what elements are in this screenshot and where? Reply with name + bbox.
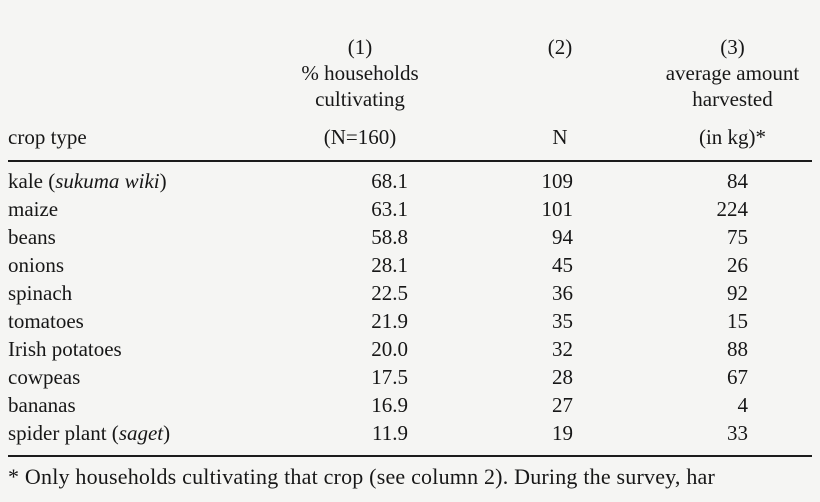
table-row: tomatoes 21.9 35 15 <box>8 307 812 335</box>
table-body: kale (sukuma wiki) 68.1 109 84 maize 63.… <box>8 161 812 457</box>
cell-pct-households: 68.1 <box>371 169 408 193</box>
cell-n: 35 <box>552 309 573 333</box>
cell-pct-households: 16.9 <box>371 393 408 417</box>
cell-n: 36 <box>552 281 573 305</box>
cell-avg-kg: 92 <box>727 281 748 305</box>
column-header-avg-harvested: (3) average amount harvested (in kg)* <box>653 0 812 162</box>
cell-avg-kg: 75 <box>727 225 748 249</box>
table-row: bananas 16.9 27 4 <box>8 391 812 419</box>
cell-n: 45 <box>552 253 573 277</box>
cell-pct-households: 20.0 <box>371 337 408 361</box>
column-header-pct-households: (1) % households cultivating (N=160) <box>253 0 467 162</box>
cell-avg-kg: 15 <box>727 309 748 333</box>
cell-crop-name: kale (sukuma wiki) <box>8 169 167 193</box>
cell-n: 101 <box>541 197 574 221</box>
cell-n: 109 <box>541 169 574 193</box>
cell-crop-name: Irish potatoes <box>8 337 122 361</box>
cell-pct-households: 11.9 <box>253 419 467 457</box>
cell-crop-name: beans <box>8 225 56 249</box>
table-row: maize 63.1 101 224 <box>8 195 812 223</box>
cell-crop-name: spinach <box>8 281 73 305</box>
table-row: beans 58.8 94 75 <box>8 223 812 251</box>
header-col3-number: (3) <box>720 35 745 59</box>
cell-avg-kg: 224 <box>716 197 749 221</box>
header-row: crop type (1) % households cultivating (… <box>8 0 812 162</box>
cell-avg-kg: 67 <box>727 365 748 389</box>
table-row: kale (sukuma wiki) 68.1 109 84 <box>8 161 812 195</box>
cell-n: 32 <box>552 337 573 361</box>
cell-avg-kg: 33 <box>653 419 812 457</box>
cell-crop-name: bananas <box>8 393 76 417</box>
cell-pct-households: 22.5 <box>371 281 408 305</box>
cell-avg-kg: 84 <box>727 169 748 193</box>
table-row: spinach 22.5 36 92 <box>8 279 812 307</box>
header-col2-number: (2) <box>547 35 573 59</box>
cell-pct-households: 63.1 <box>371 197 408 221</box>
cell-avg-kg: 4 <box>737 393 749 417</box>
table-row: onions 28.1 45 26 <box>8 251 812 279</box>
cell-pct-households: 17.5 <box>371 365 408 389</box>
cell-pct-households: 28.1 <box>371 253 408 277</box>
column-header-n: (2) N <box>467 0 653 162</box>
header-col1-number: (1) <box>347 35 373 59</box>
cell-n: 19 <box>467 419 653 457</box>
cell-n: 27 <box>552 393 573 417</box>
cell-avg-kg: 88 <box>727 337 748 361</box>
table-row: Irish potatoes 20.0 32 88 <box>8 335 812 363</box>
cell-crop-name: spider plant (saget) <box>8 419 253 457</box>
table-row: cowpeas 17.5 28 67 <box>8 363 812 391</box>
crops-table: crop type (1) % households cultivating (… <box>8 0 812 457</box>
cell-crop-name: maize <box>8 197 59 221</box>
table-header: crop type (1) % households cultivating (… <box>8 0 812 162</box>
table-footnote: * Only households cultivating that crop … <box>8 464 716 489</box>
cell-n: 94 <box>552 225 573 249</box>
cell-avg-kg: 26 <box>727 253 748 277</box>
column-header-crop-type: crop type <box>8 0 253 162</box>
header-crop-type-label: crop type <box>8 125 87 149</box>
table-row: spider plant (saget) 11.9 19 33 <box>8 419 812 457</box>
cell-pct-households: 21.9 <box>371 309 408 333</box>
cell-crop-name: onions <box>8 253 65 277</box>
cell-crop-name: tomatoes <box>8 309 84 333</box>
cell-crop-name: cowpeas <box>8 365 81 389</box>
cell-n: 28 <box>552 365 573 389</box>
cell-pct-households: 58.8 <box>371 225 408 249</box>
